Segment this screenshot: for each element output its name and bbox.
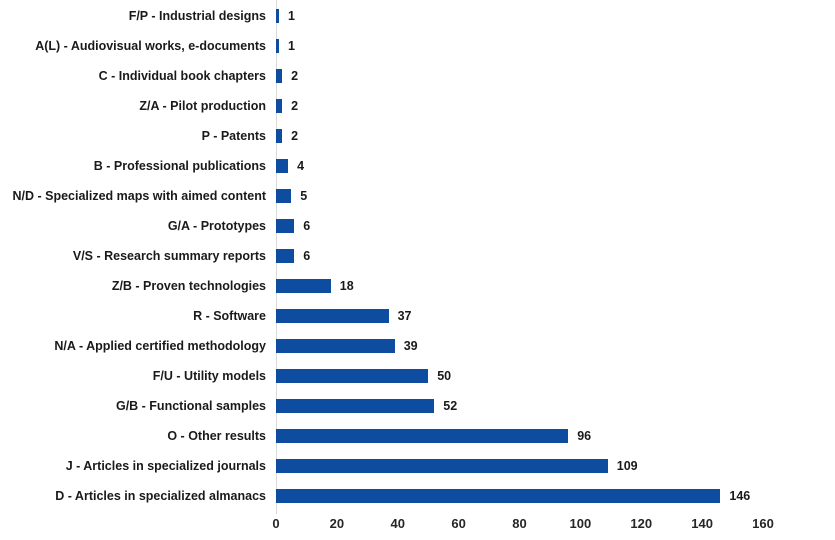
chart-row: J - Articles in specialized journals 109 — [0, 451, 763, 481]
value-label: 52 — [443, 399, 458, 413]
category-label: G/A - Prototypes — [167, 219, 266, 233]
category-label: Z/B - Proven technologies — [111, 279, 266, 293]
x-tick-label: 140 — [691, 516, 713, 531]
category-label: N/D - Specialized maps with aimed conten… — [12, 189, 266, 203]
value-label: 109 — [616, 459, 638, 473]
category-label: C - Individual book chapters — [98, 69, 266, 83]
bar-area: 2 — [276, 61, 763, 91]
bar-area: 4 — [276, 151, 763, 181]
bar — [276, 9, 280, 23]
x-axis: 0 20 40 60 80 100 120 140 160 — [272, 511, 773, 539]
value-label: 96 — [577, 429, 592, 443]
category-label: N/A - Applied certified methodology — [54, 339, 266, 353]
category-label: P - Patents — [201, 129, 266, 143]
bar-area: 39 — [276, 331, 763, 361]
plot-area: F/P - Industrial designs 1 A(L) - Audiovis… — [0, 1, 763, 511]
bar-area: 109 — [276, 451, 763, 481]
bar-area: 2 — [276, 91, 763, 121]
chart-row: Z/A - Pilot production 2 — [0, 91, 763, 121]
bar-area: 6 — [276, 211, 763, 241]
bar — [276, 219, 295, 233]
category-label: F/U - Utility models — [152, 369, 266, 383]
bar — [276, 369, 429, 383]
value-label: 4 — [297, 159, 305, 173]
value-label: 6 — [303, 249, 311, 263]
bar — [276, 459, 608, 473]
value-label: 146 — [729, 489, 751, 503]
bar-area: 1 — [276, 31, 763, 61]
value-label: 5 — [300, 189, 308, 203]
bar-area: 37 — [276, 301, 763, 331]
bar-area: 1 — [276, 1, 763, 31]
category-label: V/S - Research summary reports — [72, 249, 266, 263]
bar — [276, 39, 280, 53]
x-tick-label: 80 — [512, 516, 527, 531]
chart-row: B - Professional publications 4 — [0, 151, 763, 181]
x-tick-label: 100 — [569, 516, 592, 531]
x-tick-label: 120 — [630, 516, 653, 531]
bar-area: 146 — [276, 481, 763, 511]
bar-area: 52 — [276, 391, 763, 421]
chart-row: G/A - Prototypes 6 — [0, 211, 763, 241]
bar — [276, 249, 295, 263]
bar — [276, 309, 389, 323]
bar — [276, 429, 569, 443]
x-tick-label: 60 — [451, 516, 466, 531]
category-label: A(L) - Audiovisual works, e-documents — [35, 39, 266, 53]
value-label: 37 — [397, 309, 412, 323]
bar — [276, 399, 435, 413]
chart-row: F/P - Industrial designs 1 — [0, 1, 763, 31]
chart-row: D - Articles in specialized almanacs 146 — [0, 481, 763, 511]
chart-row: F/U - Utility models 50 — [0, 361, 763, 391]
x-tick-label: 20 — [329, 516, 345, 531]
category-label: D - Articles in specialized almanacs — [55, 489, 266, 503]
chart-row: V/S - Research summary reports 6 — [0, 241, 763, 271]
x-tick-label: 40 — [390, 516, 405, 531]
bar — [276, 339, 395, 353]
chart-row: G/B - Functional samples 52 — [0, 391, 763, 421]
bar — [276, 159, 289, 173]
bar — [276, 99, 283, 113]
category-label: O - Other results — [167, 429, 266, 443]
bar-area: 6 — [276, 241, 763, 271]
value-label: 2 — [291, 99, 299, 113]
chart-row: Z/B - Proven technologies 18 — [0, 271, 763, 301]
value-label: 1 — [288, 39, 295, 53]
bar-area: 2 — [276, 121, 763, 151]
category-label: J - Articles in specialized journals — [65, 459, 266, 473]
value-label: 2 — [291, 69, 299, 83]
bar — [276, 279, 331, 293]
value-label: 50 — [437, 369, 452, 383]
value-label: 1 — [288, 9, 295, 23]
chart-row: A(L) - Audiovisual works, e-documents 1 — [0, 31, 763, 61]
bar — [276, 189, 292, 203]
chart-row: N/D - Specialized maps with aimed conten… — [0, 181, 763, 211]
category-label: Z/A - Pilot production — [139, 99, 266, 113]
bar-area: 96 — [276, 421, 763, 451]
category-label: F/P - Industrial designs — [128, 9, 266, 23]
chart-row: N/A - Applied certified methodology 39 — [0, 331, 763, 361]
bar-area: 18 — [276, 271, 763, 301]
chart-row: P - Patents 2 — [0, 121, 763, 151]
x-tick-label: 0 — [272, 516, 280, 531]
x-tick-label: 160 — [752, 516, 774, 531]
category-label: G/B - Functional samples — [115, 399, 266, 413]
bar — [276, 129, 283, 143]
bar-area: 5 — [276, 181, 763, 211]
value-label: 6 — [303, 219, 311, 233]
chart-row: C - Individual book chapters 2 — [0, 61, 763, 91]
category-label: B - Professional publications — [93, 159, 266, 173]
value-label: 39 — [403, 339, 418, 353]
category-label: R - Software — [193, 309, 266, 323]
bar — [276, 489, 721, 503]
bar-area: 50 — [276, 361, 763, 391]
bar — [276, 69, 283, 83]
chart-row: R - Software 37 — [0, 301, 763, 331]
value-label: 18 — [339, 279, 354, 293]
chart-row: O - Other results 96 — [0, 421, 763, 451]
value-label: 2 — [291, 129, 299, 143]
